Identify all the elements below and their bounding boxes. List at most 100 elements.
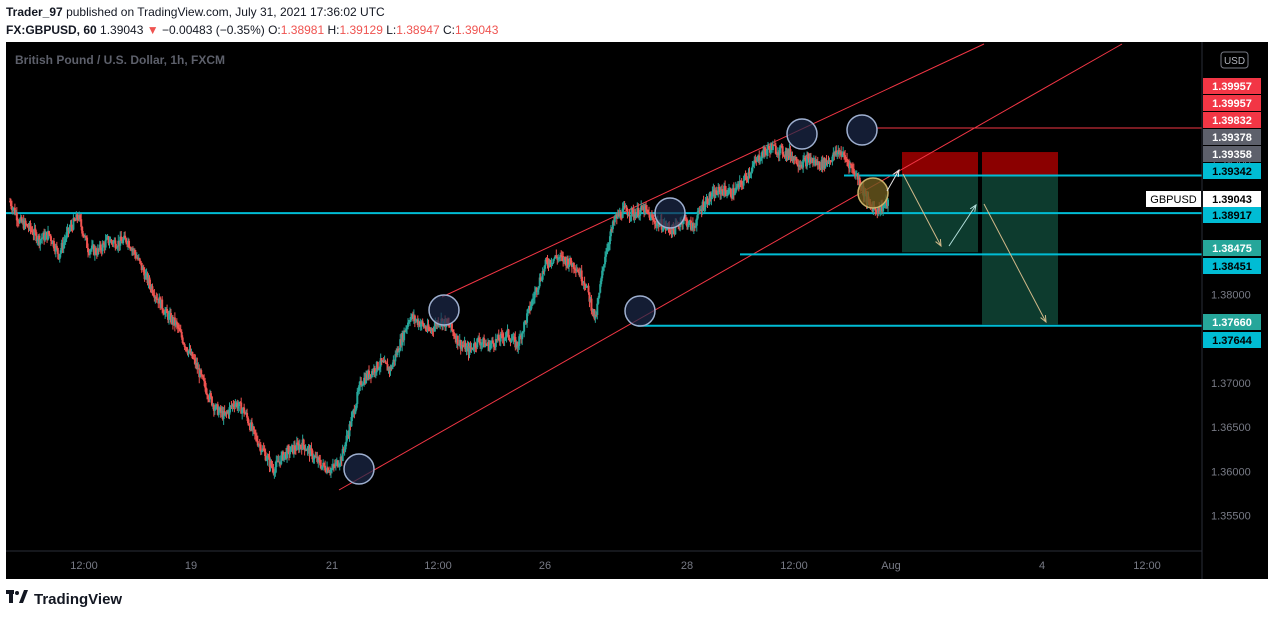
candle-body bbox=[795, 156, 798, 164]
candle-body bbox=[695, 218, 698, 226]
candle-body bbox=[558, 257, 561, 259]
price-label-box bbox=[1203, 146, 1261, 162]
candle-body bbox=[553, 258, 556, 260]
candle-body bbox=[611, 221, 614, 230]
candle-body bbox=[879, 210, 882, 214]
candle-body bbox=[312, 458, 315, 460]
candle-body bbox=[622, 206, 625, 209]
candle-body bbox=[621, 208, 624, 218]
candle-body bbox=[260, 450, 263, 452]
candle-body bbox=[16, 220, 19, 222]
candle-body bbox=[637, 208, 640, 218]
candle-body bbox=[96, 248, 99, 256]
candle-body bbox=[13, 207, 16, 215]
currency-badge[interactable]: USD bbox=[1220, 51, 1249, 69]
candle-body bbox=[56, 248, 59, 254]
candle-body bbox=[661, 229, 664, 231]
candle-body bbox=[510, 339, 513, 343]
candle-body bbox=[321, 466, 324, 469]
candle-body bbox=[739, 180, 742, 182]
time-tick-label: 21 bbox=[326, 560, 338, 572]
published-info: published on TradingView.com, July 31, 2… bbox=[66, 5, 385, 19]
candle-body bbox=[358, 385, 361, 391]
candle-body bbox=[849, 163, 852, 166]
candle-body bbox=[751, 166, 754, 172]
candle-body bbox=[18, 219, 21, 223]
candle-body bbox=[674, 223, 677, 235]
candle-body bbox=[362, 384, 365, 386]
candle-body bbox=[846, 158, 849, 162]
candle-body bbox=[58, 254, 61, 259]
price-label-box bbox=[1203, 258, 1261, 274]
candle-body bbox=[259, 444, 262, 452]
candle-body bbox=[209, 393, 212, 397]
candle-body bbox=[422, 323, 425, 328]
candle-body bbox=[590, 298, 593, 311]
price-label-box bbox=[1203, 314, 1261, 330]
candle-body bbox=[30, 229, 33, 231]
candle-body bbox=[431, 328, 434, 331]
candle-body bbox=[82, 233, 85, 235]
candle-body bbox=[497, 335, 500, 341]
candle-body bbox=[526, 313, 529, 323]
candle-body bbox=[306, 447, 309, 451]
price-label-box bbox=[1203, 207, 1261, 223]
candle-body bbox=[253, 429, 256, 435]
candle-body bbox=[585, 286, 588, 288]
candle-body bbox=[254, 434, 257, 436]
candle-body bbox=[595, 314, 598, 316]
candle-body bbox=[397, 348, 400, 353]
candle-body bbox=[303, 445, 306, 451]
price-chart[interactable]: British Pound / U.S. Dollar, 1h, FXCM 12… bbox=[6, 42, 1268, 579]
candle-body bbox=[606, 248, 609, 255]
candle-body bbox=[505, 331, 508, 337]
high-label: H: bbox=[327, 23, 340, 37]
publisher-name: Trader_97 bbox=[6, 5, 63, 19]
candle-body bbox=[543, 265, 546, 272]
price-label-box bbox=[1203, 191, 1261, 207]
candle-body bbox=[64, 238, 67, 241]
candle-body bbox=[247, 417, 250, 424]
candle-body bbox=[729, 188, 732, 197]
candle-body bbox=[609, 229, 612, 237]
time-axis[interactable]: 12:00 19 21 12:00 26 28 12:00 Aug 4 12:00 bbox=[70, 560, 1161, 572]
candle-body bbox=[460, 344, 463, 349]
candle-body bbox=[47, 231, 50, 240]
candle-body bbox=[603, 264, 606, 268]
footer-brand: TradingView bbox=[6, 590, 122, 608]
candle-body bbox=[323, 462, 326, 466]
candle-body bbox=[764, 147, 767, 152]
candle-body bbox=[311, 450, 314, 460]
candle-body bbox=[598, 292, 601, 298]
candle-body bbox=[476, 338, 479, 348]
candle-body bbox=[763, 147, 766, 157]
candle-body bbox=[529, 305, 532, 310]
candle-body bbox=[802, 159, 805, 168]
candle-body bbox=[706, 198, 709, 205]
candle-body bbox=[653, 220, 656, 224]
candle-body bbox=[87, 248, 90, 253]
swing-marker bbox=[846, 114, 878, 146]
candle-body bbox=[9, 201, 12, 207]
candle-body bbox=[720, 189, 723, 195]
candle-body bbox=[408, 321, 411, 323]
candle-body bbox=[453, 336, 456, 338]
candle-body bbox=[44, 234, 47, 241]
candle-body bbox=[546, 260, 549, 265]
candle-body bbox=[461, 344, 464, 346]
candle-body bbox=[418, 321, 421, 327]
trend-channel[interactable] bbox=[338, 43, 1202, 491]
price-label-value: 1.38917 bbox=[1212, 210, 1252, 222]
candle-body bbox=[378, 366, 381, 369]
candle-body bbox=[31, 230, 34, 235]
candle-body bbox=[655, 223, 658, 227]
candle-body bbox=[191, 351, 194, 359]
candle-body bbox=[187, 350, 190, 354]
candle-body bbox=[760, 158, 763, 161]
candle-body bbox=[293, 445, 296, 450]
candle-body bbox=[710, 196, 713, 200]
candle-body bbox=[224, 412, 227, 415]
candle-body bbox=[507, 329, 510, 338]
candle-body bbox=[508, 337, 511, 340]
chart-area[interactable]: British Pound / U.S. Dollar, 1h, FXCM 12… bbox=[6, 42, 1268, 579]
